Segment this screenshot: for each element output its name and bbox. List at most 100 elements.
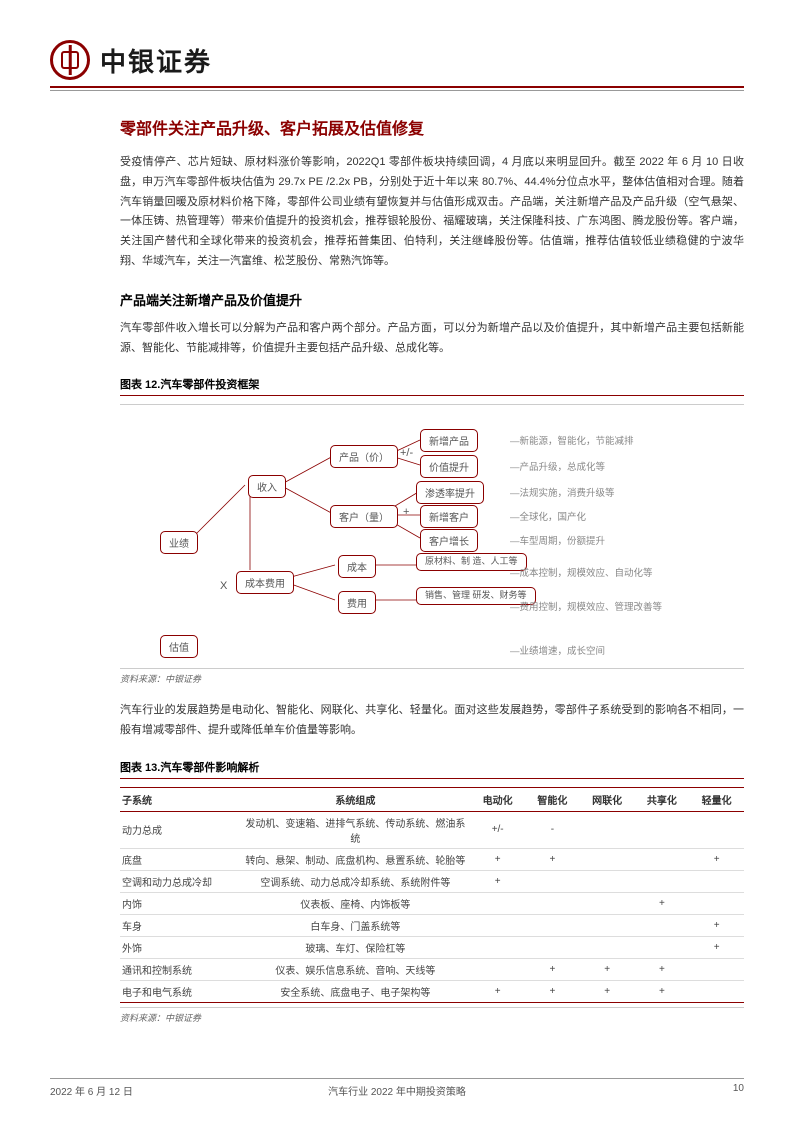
node-kehuzl: 客户增长 — [420, 529, 478, 552]
table-cell: + — [580, 958, 635, 980]
table-cell — [470, 892, 525, 914]
figure-12-diagram: 业绩 估值 X 收入 成本费用 产品（价） 客户（量） 成本 费用 +/- + … — [120, 404, 744, 664]
node-shentoulv: 渗透率提升 — [416, 481, 484, 504]
table-cell: + — [525, 848, 580, 870]
table-header: 系统组成 — [240, 787, 470, 811]
table-cell — [470, 936, 525, 958]
table-cell: 电子和电气系统 — [120, 980, 240, 1002]
diagram-annotation: —新能源，智能化，节能减排 — [510, 433, 634, 447]
node-jiazhitisg: 价值提升 — [420, 455, 478, 478]
op-plus1: +/- — [400, 447, 413, 459]
table-cell — [580, 848, 635, 870]
table-cell: + — [470, 870, 525, 892]
table-cell: 空调系统、动力总成冷却系统、系统附件等 — [240, 870, 470, 892]
table-cell: + — [689, 936, 744, 958]
table-cell: 底盘 — [120, 848, 240, 870]
table-cell: + — [635, 980, 690, 1002]
node-xinzengkh: 新增客户 — [420, 505, 478, 528]
table-cell — [689, 870, 744, 892]
table-cell: + — [470, 848, 525, 870]
company-logo-icon — [50, 40, 90, 80]
table-cell — [689, 811, 744, 848]
page-header: 中银证券 — [50, 40, 744, 88]
table-cell — [689, 980, 744, 1002]
table-cell — [470, 914, 525, 936]
diagram-annotation: —业绩增速，成长空间 — [510, 643, 605, 657]
table-cell: 仪表板、座椅、内饰板等 — [240, 892, 470, 914]
node-xinzengcp: 新增产品 — [420, 429, 478, 452]
table-cell: 白车身、门盖系统等 — [240, 914, 470, 936]
table-cell — [580, 811, 635, 848]
table-row: 外饰玻璃、车灯、保险杠等 + — [120, 936, 744, 958]
table-header: 轻量化 — [689, 787, 744, 811]
table-header: 网联化 — [580, 787, 635, 811]
table-row: 车身白车身、门盖系统等 + — [120, 914, 744, 936]
table-cell — [525, 936, 580, 958]
table-cell — [580, 870, 635, 892]
table-cell — [580, 936, 635, 958]
table-cell — [580, 892, 635, 914]
node-guzhi: 估值 — [160, 635, 198, 658]
op-x: X — [220, 580, 227, 592]
table-cell: 空调和动力总成冷却 — [120, 870, 240, 892]
node-feiyong: 费用 — [338, 591, 376, 614]
node-chengbenfy: 成本费用 — [236, 571, 294, 594]
figure-13-table: 子系统系统组成电动化智能化网联化共享化轻量化动力总成发动机、变速箱、进排气系统、… — [120, 787, 744, 1003]
paragraph-2: 汽车零部件收入增长可以分解为产品和客户两个部分。产品方面，可以分为新增产品以及价… — [120, 319, 744, 359]
table-cell: 车身 — [120, 914, 240, 936]
table-cell: + — [470, 980, 525, 1002]
table-cell: 玻璃、车灯、保险杠等 — [240, 936, 470, 958]
table-cell: 转向、悬架、制动、底盘机构、悬置系统、轮胎等 — [240, 848, 470, 870]
table-header: 电动化 — [470, 787, 525, 811]
table-header: 智能化 — [525, 787, 580, 811]
figure-13-source: 资料来源：中银证券 — [120, 1007, 744, 1024]
table-row: 底盘转向、悬架、制动、底盘机构、悬置系统、轮胎等+++ — [120, 848, 744, 870]
company-name: 中银证券 — [100, 42, 212, 79]
table-cell — [635, 811, 690, 848]
table-cell — [689, 958, 744, 980]
table-header: 共享化 — [635, 787, 690, 811]
section-title: 零部件关注产品升级、客户拓展及估值修复 — [120, 115, 744, 139]
table-cell — [525, 870, 580, 892]
main-content: 零部件关注产品升级、客户拓展及估值修复 受疫情停产、芯片短缺、原材料涨价等影响，… — [120, 115, 744, 1024]
table-cell — [525, 914, 580, 936]
table-row: 通讯和控制系统仪表、娱乐信息系统、音响、天线等+++ — [120, 958, 744, 980]
diagram-annotation: —产品升级，总成化等 — [510, 459, 605, 473]
table-row: 内饰仪表板、座椅、内饰板等 + — [120, 892, 744, 914]
table-cell: 仪表、娱乐信息系统、音响、天线等 — [240, 958, 470, 980]
figure-12-source: 资料来源：中银证券 — [120, 668, 744, 685]
diagram-annotation: —费用控制，规模效应、管理改善等 — [510, 599, 662, 613]
table-cell — [635, 936, 690, 958]
figure-12-caption: 图表 12.汽车零部件投资框架 — [120, 376, 744, 396]
table-cell — [635, 848, 690, 870]
table-cell: 动力总成 — [120, 811, 240, 848]
footer-title: 汽车行业 2022 年中期投资策略 — [328, 1083, 466, 1098]
table-row: 动力总成发动机、变速箱、进排气系统、传动系统、燃油系统+/-- — [120, 811, 744, 848]
table-header: 子系统 — [120, 787, 240, 811]
table-row: 空调和动力总成冷却空调系统、动力总成冷却系统、系统附件等+ — [120, 870, 744, 892]
diagram-annotation: —全球化，国产化 — [510, 509, 586, 523]
table-cell: 外饰 — [120, 936, 240, 958]
table-cell: + — [635, 958, 690, 980]
paragraph-3: 汽车行业的发展趋势是电动化、智能化、网联化、共享化、轻量化。面对这些发展趋势，零… — [120, 701, 744, 741]
node-shouru: 收入 — [248, 475, 286, 498]
diagram-annotation: —法规实施，消费升级等 — [510, 485, 615, 499]
impact-table: 子系统系统组成电动化智能化网联化共享化轻量化动力总成发动机、变速箱、进排气系统、… — [120, 787, 744, 1003]
table-cell: + — [689, 848, 744, 870]
node-kehu: 客户（量） — [330, 505, 398, 528]
table-cell: + — [525, 958, 580, 980]
subsection-title-1: 产品端关注新增产品及价值提升 — [120, 290, 744, 309]
page-footer: 2022 年 6 月 12 日 汽车行业 2022 年中期投资策略 10 — [50, 1078, 744, 1098]
table-cell: 内饰 — [120, 892, 240, 914]
paragraph-1: 受疫情停产、芯片短缺、原材料涨价等影响，2022Q1 零部件板块持续回调，4 月… — [120, 153, 744, 272]
table-cell — [470, 958, 525, 980]
table-cell: + — [635, 892, 690, 914]
figure-13-caption: 图表 13.汽车零部件影响解析 — [120, 759, 744, 779]
op-plus2: + — [403, 506, 409, 518]
node-yeji: 业绩 — [160, 531, 198, 554]
table-cell — [689, 892, 744, 914]
table-cell: + — [689, 914, 744, 936]
header-rule — [50, 90, 744, 91]
table-cell: - — [525, 811, 580, 848]
table-cell — [635, 914, 690, 936]
